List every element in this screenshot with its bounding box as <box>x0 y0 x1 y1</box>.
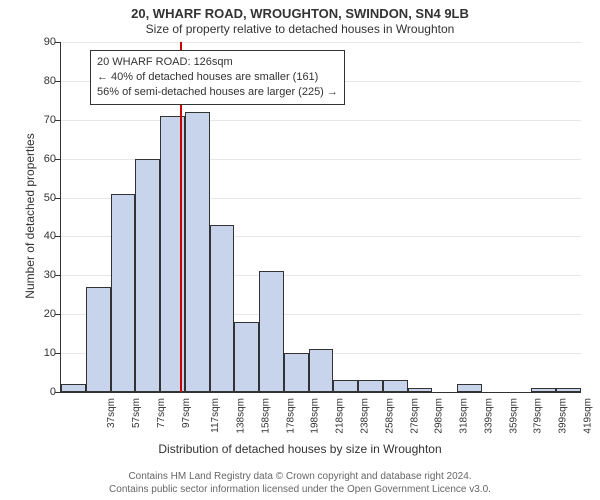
x-tick-label: 278sqm <box>409 398 420 434</box>
y-tick-mark <box>55 353 60 354</box>
histogram-bar <box>234 322 259 392</box>
histogram-bar <box>259 271 284 392</box>
footer-line1: Contains HM Land Registry data © Crown c… <box>128 471 471 482</box>
x-tick-label: 37sqm <box>106 398 117 428</box>
info-line2: ← 40% of detached houses are smaller (16… <box>97 70 338 85</box>
y-tick-mark <box>55 42 60 43</box>
x-axis-label: Distribution of detached houses by size … <box>0 442 600 456</box>
x-tick-label: 198sqm <box>310 398 321 434</box>
x-tick-label: 298sqm <box>434 398 445 434</box>
histogram-bar <box>284 353 309 392</box>
grid-line <box>61 120 581 121</box>
histogram-bar <box>358 380 383 392</box>
info-line1: 20 WHARF ROAD: 126sqm <box>97 55 338 70</box>
x-tick-label: 399sqm <box>558 398 569 434</box>
y-tick-mark <box>55 392 60 393</box>
x-tick-label: 117sqm <box>210 398 221 433</box>
y-tick-label: 20 <box>26 308 56 320</box>
y-tick-label: 0 <box>26 386 56 398</box>
grid-line <box>61 42 581 43</box>
y-tick-mark <box>55 314 60 315</box>
y-tick-label: 70 <box>26 114 56 126</box>
y-tick-label: 10 <box>26 347 56 359</box>
histogram-bar <box>457 384 482 392</box>
x-tick-label: 97sqm <box>181 398 192 428</box>
histogram-bar <box>61 384 86 392</box>
x-tick-label: 419sqm <box>582 398 593 434</box>
histogram-bar <box>408 388 433 392</box>
histogram-bar <box>333 380 358 392</box>
histogram-bar <box>185 112 210 392</box>
y-tick-label: 50 <box>26 192 56 204</box>
y-tick-label: 30 <box>26 269 56 281</box>
chart-subtitle: Size of property relative to detached ho… <box>0 22 600 36</box>
y-tick-label: 40 <box>26 230 56 242</box>
histogram-bar <box>135 159 160 392</box>
x-tick-label: 359sqm <box>508 398 519 434</box>
x-tick-label: 178sqm <box>285 398 296 434</box>
y-tick-mark <box>55 275 60 276</box>
y-tick-mark <box>55 159 60 160</box>
footer-line2: Contains public sector information licen… <box>109 484 491 495</box>
y-tick-label: 60 <box>26 153 56 165</box>
y-tick-label: 90 <box>26 36 56 48</box>
histogram-bar <box>111 194 136 392</box>
chart-title: 20, WHARF ROAD, WROUGHTON, SWINDON, SN4 … <box>0 6 600 21</box>
y-tick-mark <box>55 198 60 199</box>
y-axis-label: Number of detached properties <box>23 116 37 316</box>
x-tick-label: 158sqm <box>261 398 272 434</box>
x-tick-label: 258sqm <box>384 398 395 434</box>
x-tick-label: 379sqm <box>533 398 544 434</box>
x-tick-label: 238sqm <box>360 398 371 434</box>
x-tick-label: 318sqm <box>459 398 470 434</box>
x-tick-label: 339sqm <box>483 398 494 434</box>
y-tick-mark <box>55 81 60 82</box>
info-line3: 56% of semi-detached houses are larger (… <box>97 85 338 100</box>
histogram-bar <box>556 388 581 392</box>
histogram-bar <box>86 287 111 392</box>
histogram-bar <box>210 225 235 392</box>
x-tick-label: 218sqm <box>335 398 346 434</box>
info-box: 20 WHARF ROAD: 126sqm← 40% of detached h… <box>90 50 345 105</box>
y-tick-mark <box>55 236 60 237</box>
y-tick-mark <box>55 120 60 121</box>
x-tick-label: 77sqm <box>156 398 167 428</box>
x-tick-label: 57sqm <box>131 398 142 428</box>
histogram-bar <box>383 380 408 392</box>
x-tick-label: 138sqm <box>236 398 247 434</box>
histogram-bar <box>531 388 556 392</box>
histogram-bar <box>309 349 334 392</box>
grid-line <box>61 392 581 393</box>
footer-attribution: Contains HM Land Registry data © Crown c… <box>0 470 600 496</box>
y-tick-label: 80 <box>26 75 56 87</box>
